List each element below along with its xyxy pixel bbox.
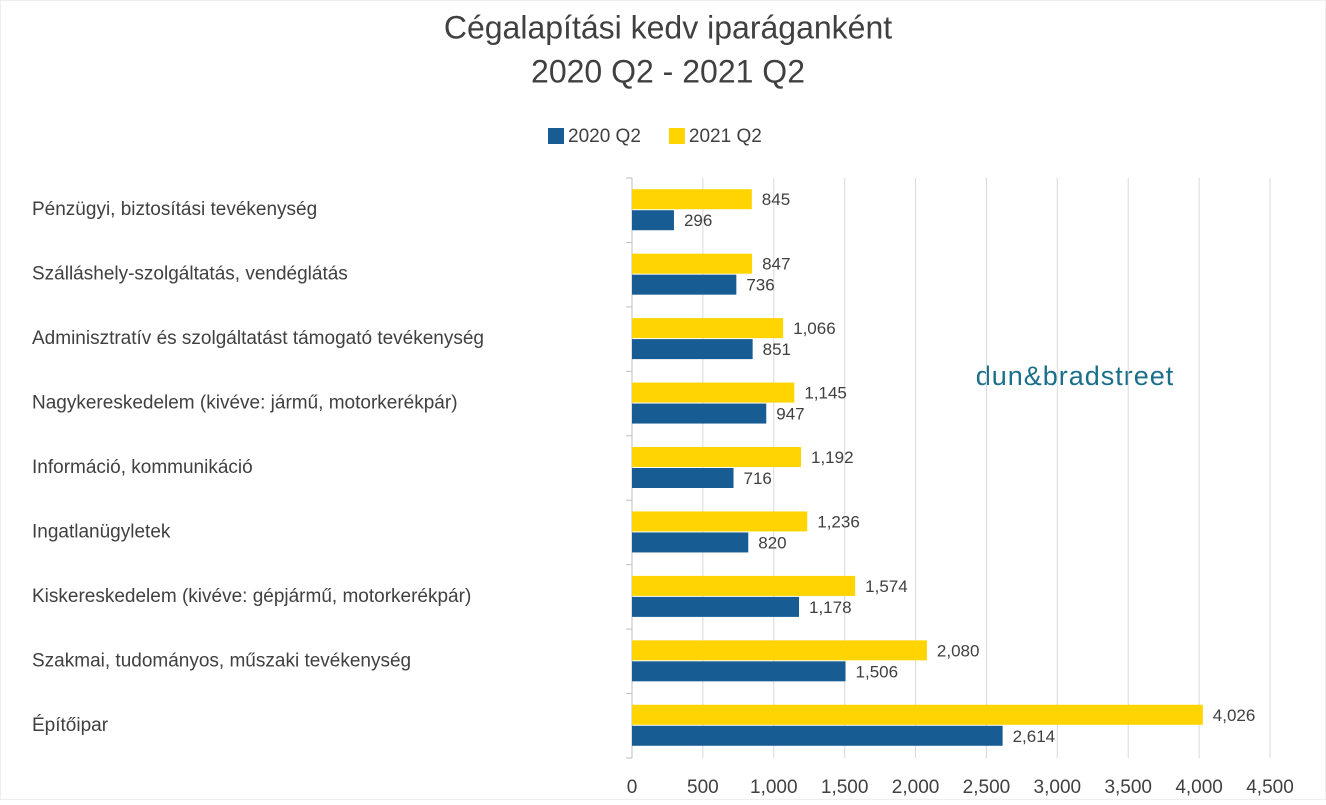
x-tick-label: 2,000 bbox=[892, 777, 940, 798]
chart-subtitle: 2020 Q2 - 2021 Q2 bbox=[531, 53, 805, 89]
legend-label: 2020 Q2 bbox=[568, 126, 641, 147]
y-tick-label: Kiskereskedelem (kivéve: gépjármű, motor… bbox=[32, 586, 471, 607]
bar bbox=[632, 468, 734, 488]
bar bbox=[632, 339, 753, 360]
data-label: 1,236 bbox=[817, 512, 860, 531]
bar bbox=[632, 318, 784, 339]
data-label: 820 bbox=[758, 533, 786, 552]
x-tick-label: 1,000 bbox=[750, 777, 798, 798]
y-tick-label: Adminisztratív és szolgáltatást támogató… bbox=[32, 328, 484, 349]
x-tick-label: 1,500 bbox=[821, 777, 869, 798]
x-tick-label: 3,000 bbox=[1034, 777, 1082, 798]
bar bbox=[632, 596, 800, 617]
legend-swatch bbox=[668, 128, 685, 144]
data-label: 296 bbox=[684, 211, 712, 230]
watermark: dun&bradstreet bbox=[976, 361, 1175, 391]
data-label: 1,192 bbox=[811, 448, 854, 467]
bar bbox=[632, 575, 856, 596]
data-label: 1,574 bbox=[865, 577, 908, 596]
y-tick-label: Pénzügyi, biztosítási tevékenység bbox=[32, 199, 317, 220]
bar bbox=[632, 274, 737, 295]
y-tick-label: Nagykereskedelem (kivéve: jármű, motorke… bbox=[32, 393, 458, 414]
x-tick-label: 2,500 bbox=[963, 777, 1011, 798]
data-label: 947 bbox=[776, 405, 804, 424]
data-label: 847 bbox=[762, 255, 790, 274]
bar bbox=[632, 511, 808, 532]
x-tick-label: 500 bbox=[687, 777, 719, 798]
bar bbox=[632, 725, 1003, 746]
legend-label: 2021 Q2 bbox=[689, 126, 762, 147]
legend-swatch bbox=[548, 128, 564, 144]
data-label: 845 bbox=[762, 190, 790, 209]
data-label: 2,080 bbox=[937, 641, 980, 660]
bar bbox=[632, 532, 749, 553]
x-tick-label: 4,500 bbox=[1246, 777, 1294, 798]
bar bbox=[632, 403, 767, 424]
chart-title: Cégalapítási kedv iparáganként bbox=[444, 9, 892, 45]
x-tick-label: 4,000 bbox=[1175, 777, 1223, 798]
y-tick-label: Szakmai, tudományos, műszaki tevékenység bbox=[32, 650, 411, 671]
data-label: 2,614 bbox=[1013, 727, 1056, 746]
data-label: 1,145 bbox=[804, 384, 847, 403]
data-label: 4,026 bbox=[1213, 706, 1256, 725]
y-tick-label: Információ, kommunikáció bbox=[32, 457, 253, 478]
y-tick-label: Szálláshely-szolgáltatás, vendéglátás bbox=[32, 264, 348, 285]
bar bbox=[632, 661, 846, 682]
x-tick-label: 0 bbox=[627, 777, 638, 798]
bar bbox=[632, 704, 1203, 725]
y-tick-label: Építőipar bbox=[32, 715, 109, 736]
bar bbox=[632, 640, 927, 661]
data-label: 716 bbox=[744, 469, 772, 488]
data-label: 1,066 bbox=[793, 319, 836, 338]
data-label: 1,506 bbox=[856, 662, 899, 681]
bar bbox=[632, 382, 795, 403]
data-label: 736 bbox=[746, 276, 774, 295]
data-label: 851 bbox=[763, 340, 791, 359]
data-label: 1,178 bbox=[809, 598, 852, 617]
x-tick-label: 3,500 bbox=[1104, 777, 1152, 798]
y-tick-label: Ingatlanügyletek bbox=[32, 521, 171, 542]
bar bbox=[632, 253, 753, 274]
bar bbox=[632, 447, 801, 467]
bar bbox=[632, 189, 752, 210]
bar bbox=[632, 210, 674, 231]
